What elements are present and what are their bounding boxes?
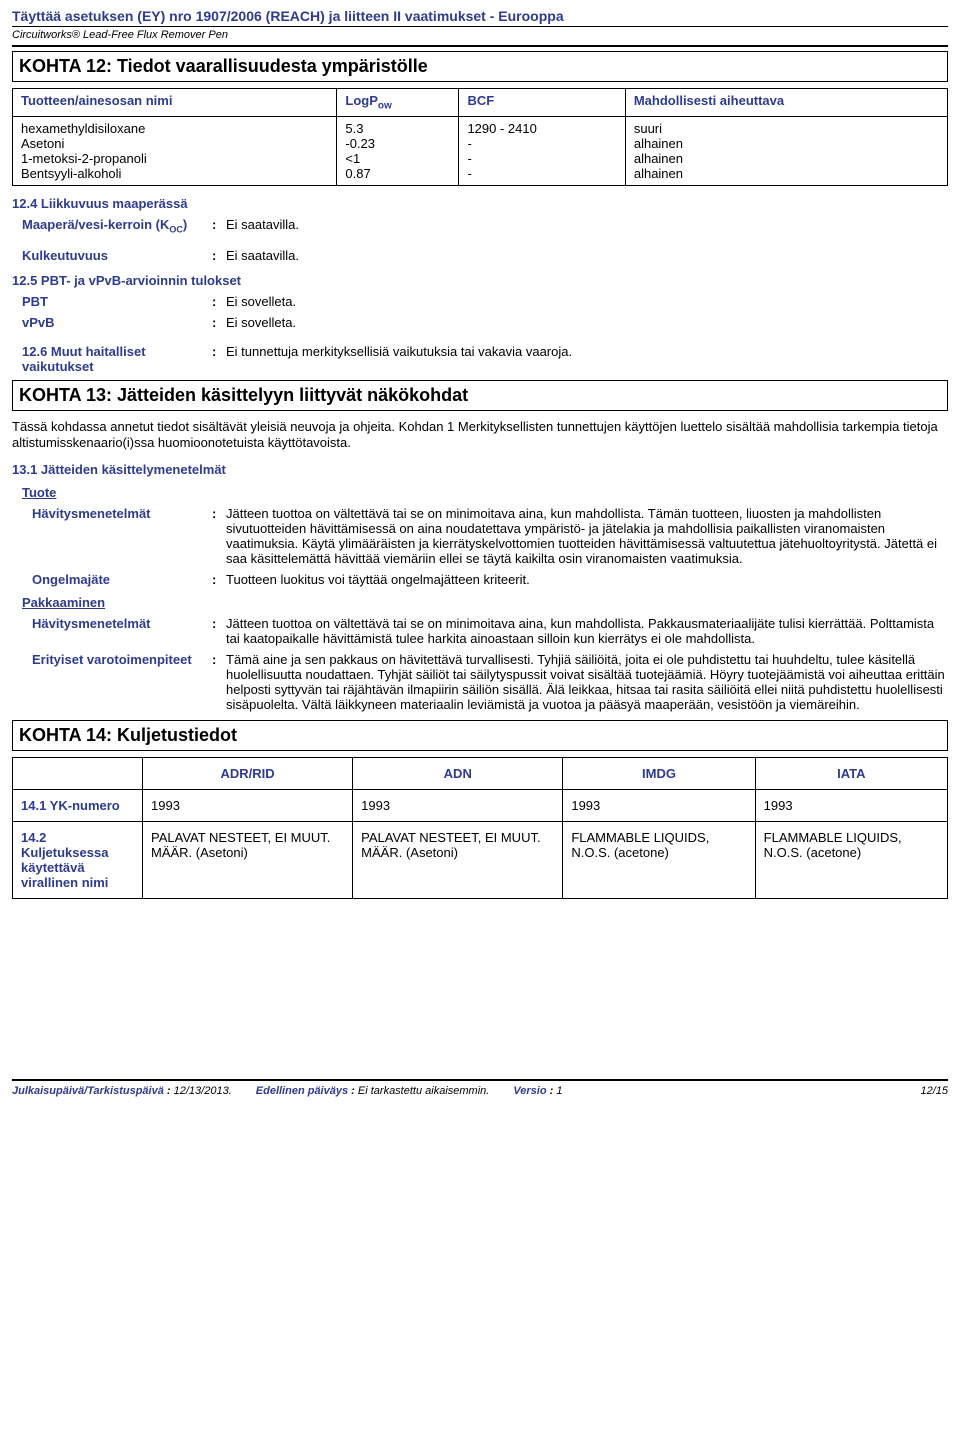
tuote-heading: Tuote [12, 485, 948, 500]
transport-header: IATA [755, 757, 947, 789]
kv-value: Tämä aine ja sen pakkaus on hävitettävä … [226, 652, 948, 712]
kv-label: Maaperä/vesi-kerroin (KOC) [12, 217, 212, 235]
transport-table: ADR/RID ADN IMDG IATA 14.1 YK-numero 199… [12, 757, 948, 899]
colon: : [212, 616, 226, 631]
cell: 1993 [353, 789, 563, 821]
kv-label: Hävitysmenetelmät [12, 506, 212, 521]
footer-label: Julkaisupäivä/Tarkistuspäivä [12, 1085, 164, 1097]
colon: : [212, 315, 226, 330]
kv-row: Hävitysmenetelmät : Jätteen tuottoa on v… [12, 616, 948, 646]
cell: 5.3 [345, 121, 450, 136]
cell: -0.23 [345, 136, 450, 151]
cell: 1-metoksi-2-propanoli [21, 151, 328, 166]
kv-value: Ei sovelleta. [226, 294, 948, 309]
cell: - [467, 151, 616, 166]
cell: 1993 [143, 789, 353, 821]
kv-label: Kulkeutuvuus [12, 248, 212, 263]
kv-value: Ei saatavilla. [226, 248, 948, 263]
page-number: 12/15 [920, 1085, 948, 1097]
subsection-12-5-title: 12.5 PBT- ja vPvB-arvioinnin tulokset [12, 273, 948, 288]
cell: FLAMMABLE LIQUIDS, N.O.S. (acetone) [563, 821, 755, 898]
kv-value: Ei sovelleta. [226, 315, 948, 330]
page-footer: Julkaisupäivä/Tarkistuspäivä : 12/13/201… [12, 1079, 948, 1097]
table-row: 14.2 Kuljetuksessa käytettävä virallinen… [13, 821, 948, 898]
cell: PALAVAT NESTEET, EI MUUT. MÄÄR. (Asetoni… [143, 821, 353, 898]
table-row: 14.1 YK-numero 1993 1993 1993 1993 [13, 789, 948, 821]
colon: : [212, 572, 226, 587]
transport-header: IMDG [563, 757, 755, 789]
kv-label: vPvB [12, 315, 212, 330]
logp-header-logp: LogPow [337, 89, 459, 117]
cell: - [467, 136, 616, 151]
kv-row: Erityiset varotoimenpiteet : Tämä aine j… [12, 652, 948, 712]
kv-row: vPvB : Ei sovelleta. [12, 315, 948, 330]
section-12-title: KOHTA 12: Tiedot vaarallisuudesta ympäri… [12, 51, 948, 82]
cell: 1290 - 2410 [467, 121, 616, 136]
logp-header-haz: Mahdollisesti aiheuttava [625, 89, 947, 117]
cell: PALAVAT NESTEET, EI MUUT. MÄÄR. (Asetoni… [353, 821, 563, 898]
cell: hexamethyldisiloxane [21, 121, 328, 136]
colon: : [212, 506, 226, 521]
cell: 1993 [755, 789, 947, 821]
cell: FLAMMABLE LIQUIDS, N.O.S. (acetone) [755, 821, 947, 898]
kv-label: Ongelmajäte [12, 572, 212, 587]
kv-row: Maaperä/vesi-kerroin (KOC) : Ei saatavil… [12, 217, 948, 235]
transport-header: ADN [353, 757, 563, 789]
colon: : [212, 344, 226, 359]
cell: Bentsyyli-alkoholi [21, 166, 328, 181]
kv-row: Ongelmajäte : Tuotteen luokitus voi täyt… [12, 572, 948, 587]
page-header-title: Täyttää asetuksen (EY) nro 1907/2006 (RE… [12, 8, 948, 27]
colon: : [212, 294, 226, 309]
kv-label: PBT [12, 294, 212, 309]
cell: - [467, 166, 616, 181]
kv-row: 12.6 Muut haitalliset vaikutukset : Ei t… [12, 344, 948, 374]
cell: <1 [345, 151, 450, 166]
cell: 0.87 [345, 166, 450, 181]
section-13-intro: Tässä kohdassa annetut tiedot sisältävät… [12, 419, 948, 452]
row-label: 14.2 Kuljetuksessa käytettävä virallinen… [13, 821, 143, 898]
logp-table: Tuotteen/ainesosan nimi LogPow BCF Mahdo… [12, 88, 948, 186]
kv-row: PBT : Ei sovelleta. [12, 294, 948, 309]
kv-label: 12.6 Muut haitalliset vaikutukset [12, 344, 212, 374]
cell: 1993 [563, 789, 755, 821]
colon: : [212, 248, 226, 263]
kv-label: Erityiset varotoimenpiteet [12, 652, 212, 667]
transport-header: ADR/RID [143, 757, 353, 789]
subsection-12-4-title: 12.4 Liikkuvuus maaperässä [12, 196, 948, 211]
kv-value: Tuotteen luokitus voi täyttää ongelmajät… [226, 572, 948, 587]
logp-header-name: Tuotteen/ainesosan nimi [13, 89, 337, 117]
kv-row: Hävitysmenetelmät : Jätteen tuottoa on v… [12, 506, 948, 566]
logp-header-bcf: BCF [459, 89, 625, 117]
cell: alhainen [634, 166, 939, 181]
page-header-subtitle: Circuitworks® Lead-Free Flux Remover Pen [12, 27, 948, 47]
kv-value: Jätteen tuottoa on vältettävä tai se on … [226, 506, 948, 566]
kv-value: Jätteen tuottoa on vältettävä tai se on … [226, 616, 948, 646]
footer-value: 12/13/2013. [174, 1085, 232, 1097]
subsection-13-1-title: 13.1 Jätteiden käsittelymenetelmät [12, 462, 948, 477]
kv-value: Ei saatavilla. [226, 217, 948, 232]
footer-value: 1 [556, 1085, 562, 1097]
section-13-title: KOHTA 13: Jätteiden käsittelyyn liittyvä… [12, 380, 948, 411]
colon: : [212, 217, 226, 232]
footer-value: Ei tarkastettu aikaisemmin. [358, 1085, 489, 1097]
row-label: 14.1 YK-numero [13, 789, 143, 821]
footer-label: Versio [513, 1085, 546, 1097]
colon: : [212, 652, 226, 667]
kv-value: Ei tunnettuja merkityksellisiä vaikutuks… [226, 344, 948, 359]
cell: suuri [634, 121, 939, 136]
kv-label: Hävitysmenetelmät [12, 616, 212, 631]
section-14-title: KOHTA 14: Kuljetustiedot [12, 720, 948, 751]
kv-row: Kulkeutuvuus : Ei saatavilla. [12, 248, 948, 263]
cell: Asetoni [21, 136, 328, 151]
table-row: hexamethyldisiloxane Asetoni 1-metoksi-2… [13, 116, 948, 185]
pakkaaminen-heading: Pakkaaminen [12, 595, 948, 610]
cell: alhainen [634, 151, 939, 166]
cell: alhainen [634, 136, 939, 151]
footer-label: Edellinen päiväys [256, 1085, 348, 1097]
